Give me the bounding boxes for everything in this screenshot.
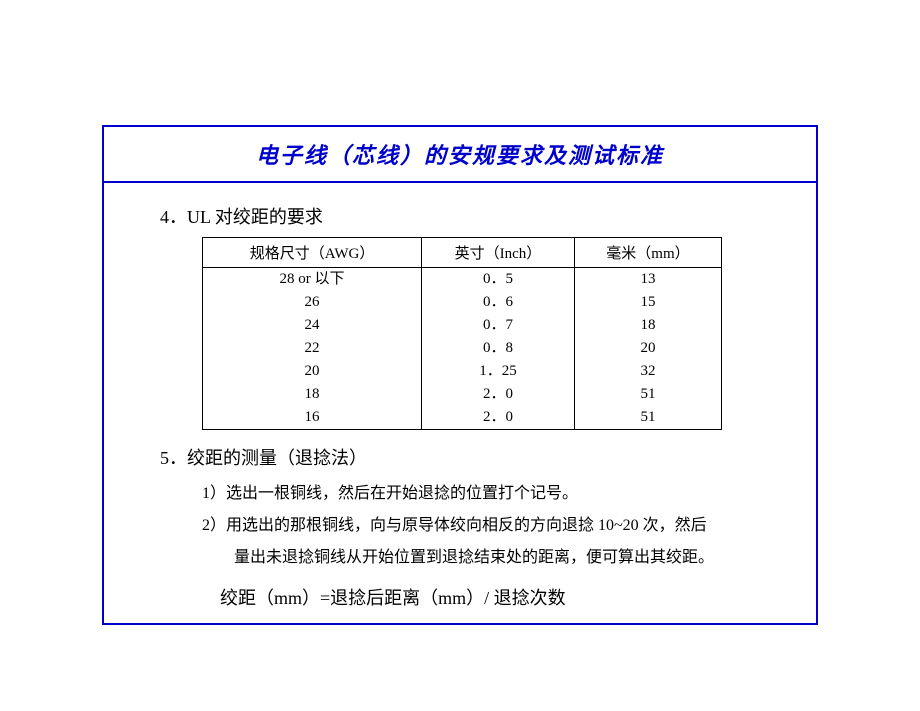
table-container: 规格尺寸（AWG） 英寸（Inch） 毫米（mm） 28 or 以下 0．5 1… bbox=[202, 237, 778, 430]
formula-text: 绞距（mm）=退捻后距离（mm）/ 退捻次数 bbox=[220, 584, 778, 610]
table-cell: 32 bbox=[574, 360, 721, 383]
table-row: 26 0．6 15 bbox=[203, 291, 722, 314]
section5-list: 1）选出一根铜线，然后在开始退捻的位置打个记号。 2）用选出的那根铜线，向与原导… bbox=[202, 478, 778, 574]
table-cell: 22 bbox=[203, 337, 422, 360]
table-cell: 24 bbox=[203, 314, 422, 337]
table-cell: 51 bbox=[574, 406, 721, 430]
section4-heading: 4．UL 对绞距的要求 bbox=[160, 203, 778, 229]
table-header-cell: 毫米（mm） bbox=[574, 238, 721, 268]
table-cell: 51 bbox=[574, 383, 721, 406]
table-header-row: 规格尺寸（AWG） 英寸（Inch） 毫米（mm） bbox=[203, 238, 722, 268]
list-item-continuation: 量出未退捻铜线从开始位置到退捻结束处的距离，便可算出其绞距。 bbox=[234, 542, 778, 574]
table-cell: 20 bbox=[203, 360, 422, 383]
table-cell: 18 bbox=[203, 383, 422, 406]
list-item: 1）选出一根铜线，然后在开始退捻的位置打个记号。 bbox=[202, 478, 778, 510]
list-item: 2）用选出的那根铜线，向与原导体绞向相反的方向退捻 10~20 次，然后 bbox=[202, 510, 778, 542]
table-header-cell: 规格尺寸（AWG） bbox=[203, 238, 422, 268]
table-cell: 16 bbox=[203, 406, 422, 430]
table-cell: 2．0 bbox=[422, 406, 575, 430]
table-cell: 1．25 bbox=[422, 360, 575, 383]
table-cell: 0．7 bbox=[422, 314, 575, 337]
content-area: 4．UL 对绞距的要求 规格尺寸（AWG） 英寸（Inch） 毫米（mm） 28… bbox=[102, 183, 818, 630]
table-cell: 0．5 bbox=[422, 268, 575, 292]
table-cell: 2．0 bbox=[422, 383, 575, 406]
table-row: 22 0．8 20 bbox=[203, 337, 722, 360]
table-row: 24 0．7 18 bbox=[203, 314, 722, 337]
table-cell: 13 bbox=[574, 268, 721, 292]
table-cell: 28 or 以下 bbox=[203, 268, 422, 292]
table-row: 16 2．0 51 bbox=[203, 406, 722, 430]
table-cell: 26 bbox=[203, 291, 422, 314]
table-cell: 18 bbox=[574, 314, 721, 337]
table-header-cell: 英寸（Inch） bbox=[422, 238, 575, 268]
section5-heading: 5．绞距的测量（退捻法） bbox=[160, 444, 778, 470]
table-cell: 0．6 bbox=[422, 291, 575, 314]
table-cell: 0．8 bbox=[422, 337, 575, 360]
twist-pitch-table: 规格尺寸（AWG） 英寸（Inch） 毫米（mm） 28 or 以下 0．5 1… bbox=[202, 237, 722, 430]
table-row: 28 or 以下 0．5 13 bbox=[203, 268, 722, 292]
table-cell: 20 bbox=[574, 337, 721, 360]
table-cell: 15 bbox=[574, 291, 721, 314]
table-row: 20 1．25 32 bbox=[203, 360, 722, 383]
table-row: 18 2．0 51 bbox=[203, 383, 722, 406]
